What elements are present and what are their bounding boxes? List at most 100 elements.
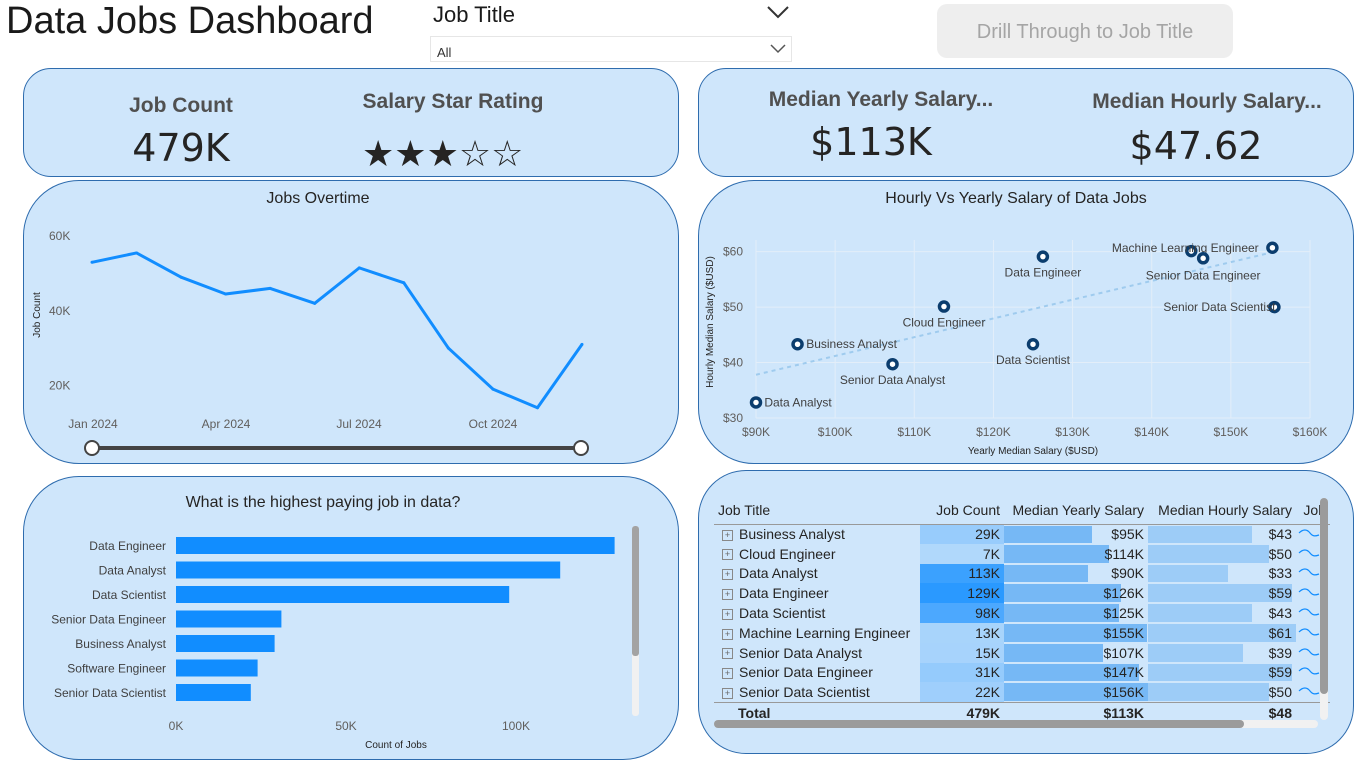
matrix-total-count: 479K — [966, 705, 1000, 722]
scatter-chart-title: Hourly Vs Yearly Salary of Data Jobs — [885, 190, 1147, 207]
table-row[interactable]: + Cloud Engineer 7K $114K $50 — [714, 543, 1330, 564]
matrix-job-title: Cloud Engineer — [739, 545, 836, 562]
matrix-vertical-scrollbar-thumb[interactable] — [1320, 498, 1328, 694]
bar — [176, 561, 561, 579]
expand-icon[interactable]: + — [722, 687, 733, 699]
bar-x-axis-title: Count of Jobs — [365, 740, 427, 751]
highest-paying-chart[interactable]: Data Engineer Data Analyst Data Scientist S… — [23, 476, 679, 760]
scatter-point-label: Data Analyst — [764, 395, 832, 409]
bar — [176, 610, 282, 628]
bar-category-label: Software Engineer — [67, 662, 166, 676]
expand-icon[interactable]: + — [722, 569, 733, 581]
star-empty-icon: ☆ — [491, 133, 524, 174]
matrix-sparkline-cell — [1296, 623, 1330, 643]
matrix-count-cell: 129K — [920, 583, 1004, 604]
table-row[interactable]: + Senior Data Analyst 15K $107K $39 — [714, 642, 1330, 663]
bar — [176, 659, 258, 677]
job-title-matrix[interactable]: Job Title Job Count Median Yearly Salary Me… — [714, 496, 1330, 724]
line-y-axis-title: Job Count — [32, 292, 43, 338]
line-x-tick-label: Apr 2024 — [202, 417, 251, 431]
table-row[interactable]: + Data Engineer 129K $126K $59 — [714, 583, 1330, 604]
matrix-vertical-scrollbar-track[interactable] — [1320, 498, 1328, 720]
scatter-point — [1026, 337, 1040, 351]
slicer-collapse-icon[interactable] — [766, 4, 790, 20]
jobs-data-point — [580, 342, 584, 346]
expand-icon[interactable]: + — [722, 589, 733, 601]
matrix-sparkline-cell — [1296, 583, 1330, 603]
expand-icon[interactable]: + — [722, 628, 733, 640]
matrix-row-title-cell[interactable]: + Data Scientist — [714, 603, 920, 623]
matrix-total-yearly: $113K — [1103, 705, 1144, 722]
matrix-row-title-cell[interactable]: + Data Engineer — [714, 583, 920, 603]
scatter-point — [1268, 300, 1281, 314]
matrix-row-title-cell[interactable]: + Senior Data Analyst — [714, 643, 920, 663]
scatter-x-tick-label: $150K — [1214, 425, 1249, 439]
table-row[interactable]: + Data Analyst 113K $90K $33 — [714, 563, 1330, 584]
line-x-tick-label: Jan 2024 — [68, 417, 118, 431]
matrix-row-title-cell[interactable]: + Data Analyst — [714, 564, 920, 584]
matrix-header-cell[interactable]: Job Title — [718, 501, 771, 518]
line-y-tick-label: 40K — [49, 304, 70, 318]
hourly-value: $43 — [1268, 605, 1292, 622]
drill-through-button[interactable]: Drill Through to Job Title — [937, 4, 1233, 58]
jobs-overtime-chart[interactable]: 20K 40K 60K Job Count Jan 2024 Apr 2024 Jul 20… — [23, 180, 679, 464]
yearly-data-bar — [1004, 623, 1147, 642]
matrix-hourly-cell: $50 — [1148, 544, 1296, 564]
line-y-tick-label: 20K — [49, 378, 70, 392]
expand-icon[interactable]: + — [722, 648, 733, 660]
star-filled-icon: ★ — [426, 133, 459, 174]
star-filled-icon: ★ — [362, 133, 395, 174]
matrix-hourly-cell: $39 — [1148, 643, 1296, 663]
scatter-point — [1266, 241, 1279, 255]
expand-icon[interactable]: + — [722, 549, 733, 561]
table-row[interactable]: + Senior Data Engineer 31K $147K $59 — [714, 662, 1330, 683]
salary-scatter-chart[interactable]: $90K $100K $110K $120K $130K $140K $150K $160K $… — [698, 180, 1354, 464]
bar — [176, 684, 251, 701]
hourly-value: $33 — [1268, 565, 1292, 582]
yearly-data-bar — [1004, 584, 1121, 603]
matrix-row-title-cell[interactable]: + Cloud Engineer — [714, 544, 920, 564]
matrix-row-title-cell[interactable]: + Business Analyst — [714, 524, 920, 544]
yearly-value: $156K — [1103, 684, 1144, 701]
yearly-value: $126K — [1103, 585, 1144, 602]
table-row[interactable]: + Business Analyst 29K $95K $43 — [714, 524, 1330, 544]
yearly-data-bar — [1004, 525, 1092, 543]
date-range-slider-end-handle[interactable] — [573, 440, 589, 456]
bar-scrollbar-thumb[interactable] — [632, 526, 639, 656]
yearly-data-bar — [1004, 643, 1104, 662]
matrix-horizontal-scrollbar-thumb[interactable] — [714, 720, 1244, 728]
matrix-row-title-cell[interactable]: + Senior Data Engineer — [714, 663, 920, 683]
matrix-hourly-cell: $33 — [1148, 564, 1296, 584]
matrix-horizontal-scrollbar-track[interactable] — [714, 720, 1318, 728]
expand-icon[interactable]: + — [722, 608, 733, 620]
hourly-value: $59 — [1268, 585, 1292, 602]
table-row[interactable]: + Data Scientist 98K $125K $43 — [714, 603, 1330, 623]
hourly-data-bar — [1148, 604, 1252, 622]
scatter-point-label: Senior Data Scientist — [1163, 300, 1276, 314]
table-row[interactable]: + Senior Data Scientist 22K $156K $50 — [714, 682, 1330, 703]
matrix-job-title: Data Scientist — [739, 605, 826, 622]
expand-icon[interactable]: + — [722, 529, 733, 541]
sparkline-icon — [1298, 628, 1320, 636]
matrix-hourly-cell: $50 — [1148, 682, 1296, 702]
sparkline-icon — [1298, 549, 1320, 557]
date-range-slider-start-handle[interactable] — [84, 440, 100, 456]
scatter-point — [1196, 252, 1210, 265]
matrix-header-cell[interactable]: Median Hourly Salary — [1158, 501, 1292, 518]
jobs-data-point — [268, 286, 272, 290]
matrix-row-title-cell[interactable]: + Senior Data Scientist — [714, 682, 920, 702]
job-title-slicer-dropdown[interactable]: All — [430, 36, 792, 62]
matrix-yearly-cell: $147K — [1004, 663, 1148, 683]
chevron-down-icon[interactable] — [770, 44, 786, 54]
matrix-row-title-cell[interactable]: + Machine Learning Engineer — [714, 623, 920, 643]
bar-category-label: Data Analyst — [99, 564, 167, 578]
table-row[interactable]: + Machine Learning Engineer 13K $155K $61 — [714, 622, 1330, 643]
matrix-header-cell[interactable]: Job Count — [936, 501, 1000, 518]
hourly-value: $50 — [1268, 684, 1292, 701]
scatter-x-tick-label: $130K — [1055, 425, 1090, 439]
matrix-header-cell[interactable]: Median Yearly Salary — [1012, 501, 1144, 518]
star-filled-icon: ★ — [394, 133, 427, 174]
yearly-value: $125K — [1103, 605, 1144, 622]
jobs-data-point — [446, 346, 450, 350]
expand-icon[interactable]: + — [722, 668, 733, 680]
